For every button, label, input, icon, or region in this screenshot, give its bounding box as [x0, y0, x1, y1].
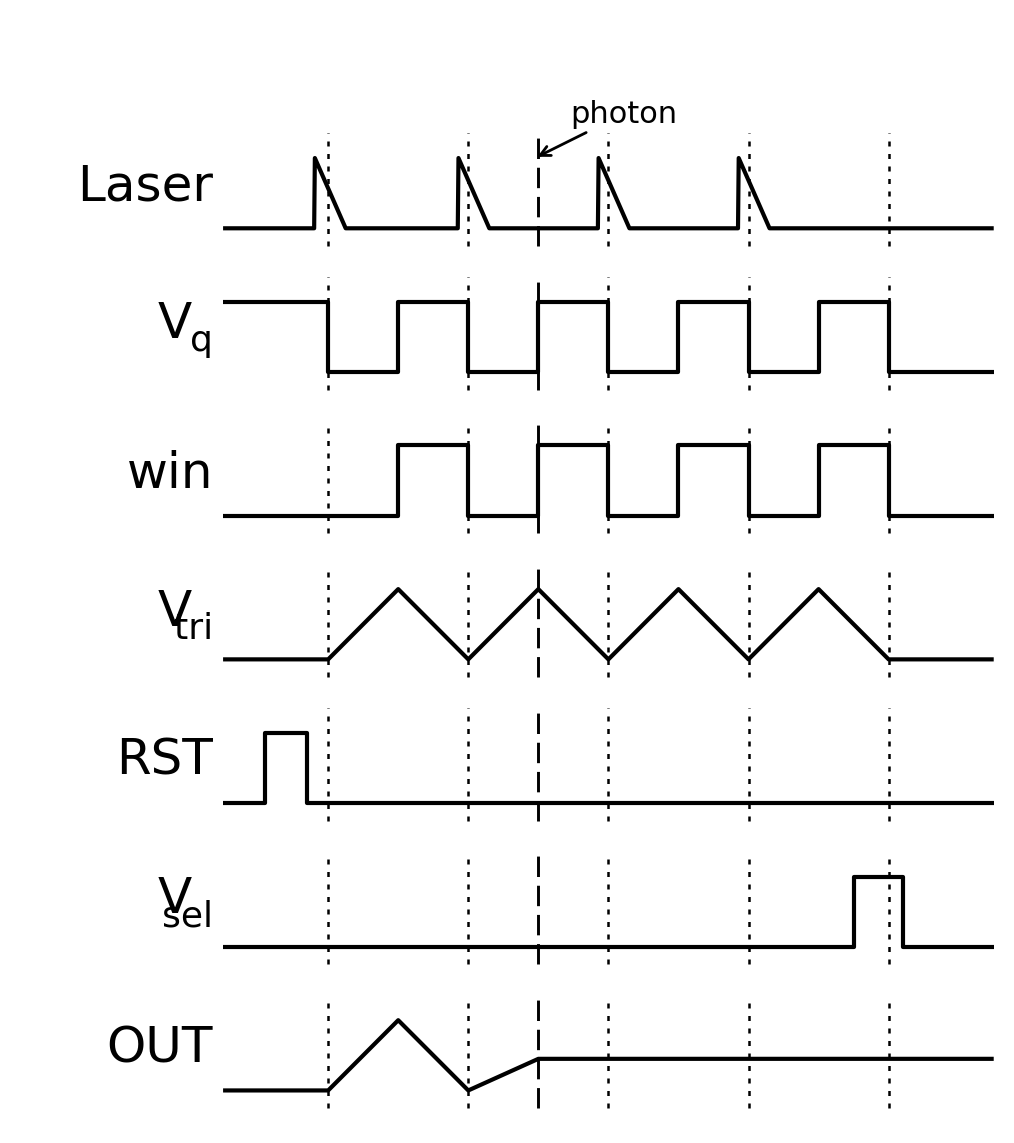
Text: OUT: OUT — [106, 1024, 213, 1072]
Text: Laser: Laser — [77, 162, 213, 210]
Text: q: q — [190, 325, 213, 358]
Text: sel: sel — [162, 900, 213, 933]
Text: photon: photon — [540, 99, 677, 155]
Text: V: V — [157, 301, 192, 349]
Text: tri: tri — [173, 612, 213, 646]
Text: V: V — [157, 874, 192, 922]
Text: V: V — [157, 588, 192, 636]
Text: RST: RST — [116, 737, 213, 785]
Text: win: win — [127, 449, 213, 497]
